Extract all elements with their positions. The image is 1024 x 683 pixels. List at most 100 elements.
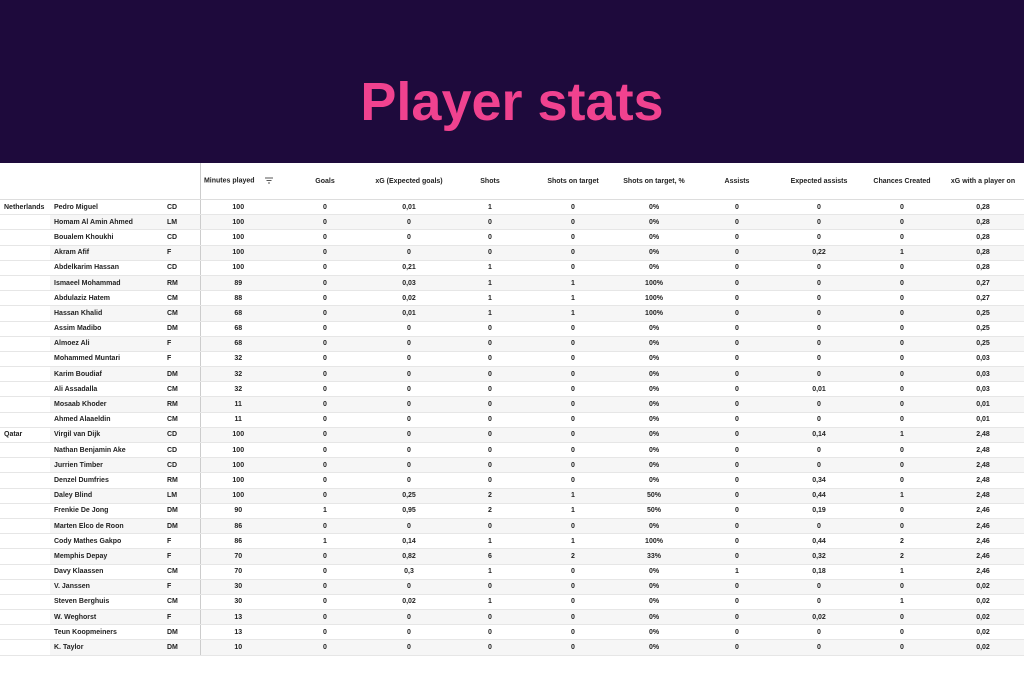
stat-cell: 100 [199,427,276,444]
stat-cell: 0 [862,321,942,337]
stat-cell: 0 [444,427,536,444]
column-header[interactable]: Assists [698,163,776,200]
stat-cell: 0 [374,412,444,428]
stat-cell: 0,19 [776,503,862,519]
stat-cell: 0 [698,442,776,459]
stat-cell: 0,44 [776,488,862,504]
team-cell [0,396,50,413]
column-header[interactable]: Minutes played [199,163,276,200]
column-header[interactable]: Shots on target, % [610,163,698,200]
stat-cell: 2,48 [942,442,1024,459]
stat-cell: 0% [610,609,698,626]
stat-cell: 0 [776,290,862,307]
stat-cell: 0 [776,199,862,216]
column-header[interactable]: Goals [276,163,374,200]
player-row: Teun Koopmeiners DM 13 0 0 0 0 0% 0 0 0 0,02 [0,624,1024,641]
stat-cell: 0% [610,351,698,368]
stat-cell: 0 [276,260,374,276]
player-name: Hassan Khalid [50,305,163,322]
stat-cell: 0 [536,351,610,368]
title: Player stats [360,72,664,132]
column-title: Shots on target [547,177,599,185]
column-header[interactable]: xG (Expected goals) [374,163,444,200]
team-cell [0,229,50,246]
column-header[interactable]: xG with a player on [942,163,1024,200]
stat-cell: 1 [444,290,536,307]
player-name: Mosaab Khoder [50,396,163,413]
stat-cell: 100% [610,533,698,550]
stat-cell: 0 [698,305,776,322]
team-cell [0,366,50,383]
stat-cell: 0 [276,381,374,398]
stat-cell: 1 [276,503,374,519]
stat-cell: 50% [610,488,698,504]
stat-cell: 1 [536,290,610,307]
stat-cell: 0 [862,472,942,489]
stat-cell: 0 [698,336,776,352]
player-row: Frenkie De Jong DM 90 1 0,95 2 1 50% 0 0,19 0 2,46 [0,503,1024,519]
stat-cell: 1 [444,199,536,216]
sort-icon[interactable] [264,177,273,184]
stat-cell: 1 [862,488,942,504]
stat-cell: 0,25 [942,305,1024,322]
player-name: Ahmed Alaaeldin [50,412,163,428]
stat-cell: 0,18 [776,564,862,580]
stat-cell: 0 [444,412,536,428]
column-header[interactable]: Shots on target [536,163,610,200]
stat-cell: 0 [536,336,610,352]
stat-cell: 0% [610,457,698,474]
stat-cell: 0 [536,199,610,216]
stat-cell: 0 [374,321,444,337]
player-row: Qatar Virgil van Dijk CD 100 0 0 0 0 0% 0 0,14 1 2,4… [0,427,1024,444]
stat-cell: 68 [199,336,276,352]
stat-cell: 0,14 [374,533,444,550]
team-cell [0,245,50,261]
position: RM [163,275,200,292]
stat-cell: 0 [536,609,610,626]
column-header[interactable]: Shots [444,163,536,200]
stat-cell: 0 [698,457,776,474]
stat-cell: 2,48 [942,427,1024,444]
stat-cell: 2 [444,503,536,519]
stat-cell: 1 [444,564,536,580]
player-name: Virgil van Dijk [50,427,163,444]
position: CD [163,229,200,246]
stat-cell: 0,01 [374,199,444,216]
stat-cell: 0 [862,336,942,352]
stat-cell: 0 [444,518,536,535]
stat-cell: 0 [862,579,942,595]
stat-cell: 0 [776,214,862,231]
team-cell [0,412,50,428]
stat-cell: 0,25 [374,488,444,504]
column-header[interactable]: Expected assists [776,163,862,200]
stat-cell: 0,44 [776,533,862,550]
team-cell [0,472,50,489]
stat-cell: 0 [698,366,776,383]
position: CM [163,412,200,428]
stat-cell: 100 [199,229,276,246]
stat-cell: 0 [862,396,942,413]
stat-cell: 1 [276,533,374,550]
stat-cell: 0 [862,275,942,292]
stat-cell: 0 [374,609,444,626]
team-cell [0,321,50,337]
team-cell [0,564,50,580]
column-header[interactable]: Chances Created [862,163,942,200]
stat-cell: 2 [536,548,610,565]
stat-cell: 2,46 [942,503,1024,519]
stat-cell: 0 [862,442,942,459]
stat-cell: 0,82 [374,548,444,565]
stat-cell: 0 [776,412,862,428]
stat-cell: 0 [374,472,444,489]
stat-cell: 0,02 [942,639,1024,656]
stat-cell: 0% [610,564,698,580]
player-row: Memphis Depay F 70 0 0,82 6 2 33% 0 0,32 2 2,46 [0,548,1024,565]
stat-cell: 0 [776,321,862,337]
player-row: Nathan Benjamin Ake CD 100 0 0 0 0 0% 0 0 0 2,48 [0,442,1024,459]
position: F [163,579,200,595]
stat-cell: 100% [610,290,698,307]
player-row: Almoez Ali F 68 0 0 0 0 0% 0 0 0 0,25 [0,336,1024,352]
stat-cell: 1 [862,427,942,444]
stat-cell: 0,28 [942,229,1024,246]
team-cell [0,351,50,368]
